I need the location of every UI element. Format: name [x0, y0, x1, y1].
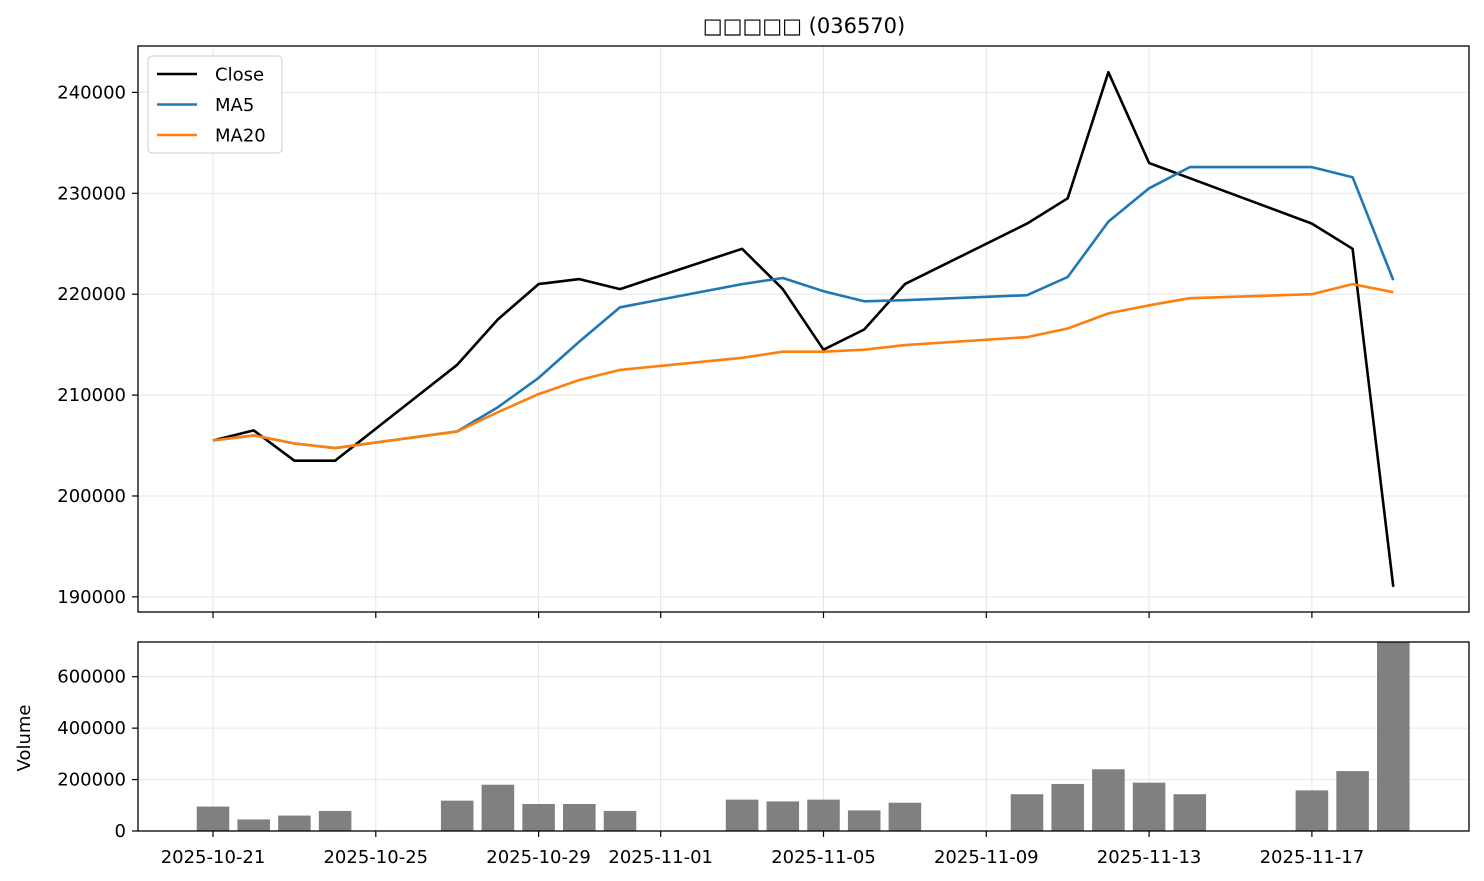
volume-bar	[440, 800, 474, 831]
price-legend: Close MA5 MA20	[147, 55, 283, 154]
x-tick-label: 2025-11-09	[934, 847, 1039, 868]
volume-bar	[725, 799, 759, 831]
volume-bar	[603, 810, 637, 831]
volume-bar	[1336, 771, 1369, 831]
volume-bar	[766, 801, 800, 831]
volume-bar	[1092, 769, 1125, 831]
volume-bar	[807, 799, 840, 831]
volume-bar	[1051, 783, 1084, 831]
volume-y-tick-label: 600000	[57, 667, 126, 688]
volume-bar	[481, 784, 515, 831]
volume-bar	[847, 810, 881, 831]
volume-bar	[278, 815, 311, 831]
volume-bar	[888, 802, 922, 831]
volume-axes: 0 200000 400000 600000 2025-10-21 2025-10-25 2…	[57, 641, 1470, 868]
price-chart-title: □□□□□ (036570)	[703, 14, 905, 38]
price-lines	[212, 70, 1395, 587]
x-tick-label: 2025-11-17	[1260, 847, 1365, 868]
volume-bar	[1010, 794, 1044, 831]
price-y-tick-label: 240000	[57, 82, 126, 103]
volume-y-tick-label: 400000	[57, 718, 126, 739]
volume-bar	[1173, 794, 1207, 831]
price-grid	[138, 46, 1469, 612]
price-y-tick-label: 230000	[57, 183, 126, 204]
volume-axes-frame	[137, 641, 1470, 832]
volume-y-axis-label: Volume	[14, 705, 35, 772]
volume-y-tick-label: 200000	[57, 770, 126, 791]
volume-y-tick-label: 0	[115, 821, 126, 842]
legend-label-ma20: MA20	[215, 126, 266, 147]
price-axes-frame	[137, 45, 1470, 613]
volume-bar	[196, 806, 230, 831]
x-tick-label: 2025-11-01	[608, 847, 713, 868]
volume-bar	[522, 804, 555, 831]
price-y-tick-label: 210000	[57, 385, 126, 406]
price-y-tick-label: 220000	[57, 284, 126, 305]
volume-bar	[318, 810, 352, 831]
volume-bar	[1377, 642, 1410, 831]
x-tick-label: 2025-11-05	[771, 847, 876, 868]
volume-bars	[196, 642, 1410, 831]
series-line-ma20	[212, 282, 1394, 450]
x-tick-label: 2025-11-13	[1097, 847, 1202, 868]
legend-label-close: Close	[215, 65, 264, 86]
volume-bar	[1295, 790, 1329, 831]
x-tick-label: 2025-10-25	[323, 847, 428, 868]
price-y-tick-label: 200000	[57, 486, 126, 507]
legend-label-ma5: MA5	[215, 95, 254, 116]
series-line-close	[212, 70, 1395, 587]
volume-bar	[563, 804, 596, 831]
x-tick-label: 2025-10-29	[486, 847, 591, 868]
price-y-tick-label: 190000	[57, 587, 126, 608]
price-axes: 190000 200000 210000 220000 230000 240000	[57, 45, 1470, 618]
x-tick-label: 2025-10-21	[161, 847, 266, 868]
volume-bar	[237, 819, 270, 831]
legend-box	[147, 55, 283, 154]
volume-bar	[1132, 782, 1166, 831]
